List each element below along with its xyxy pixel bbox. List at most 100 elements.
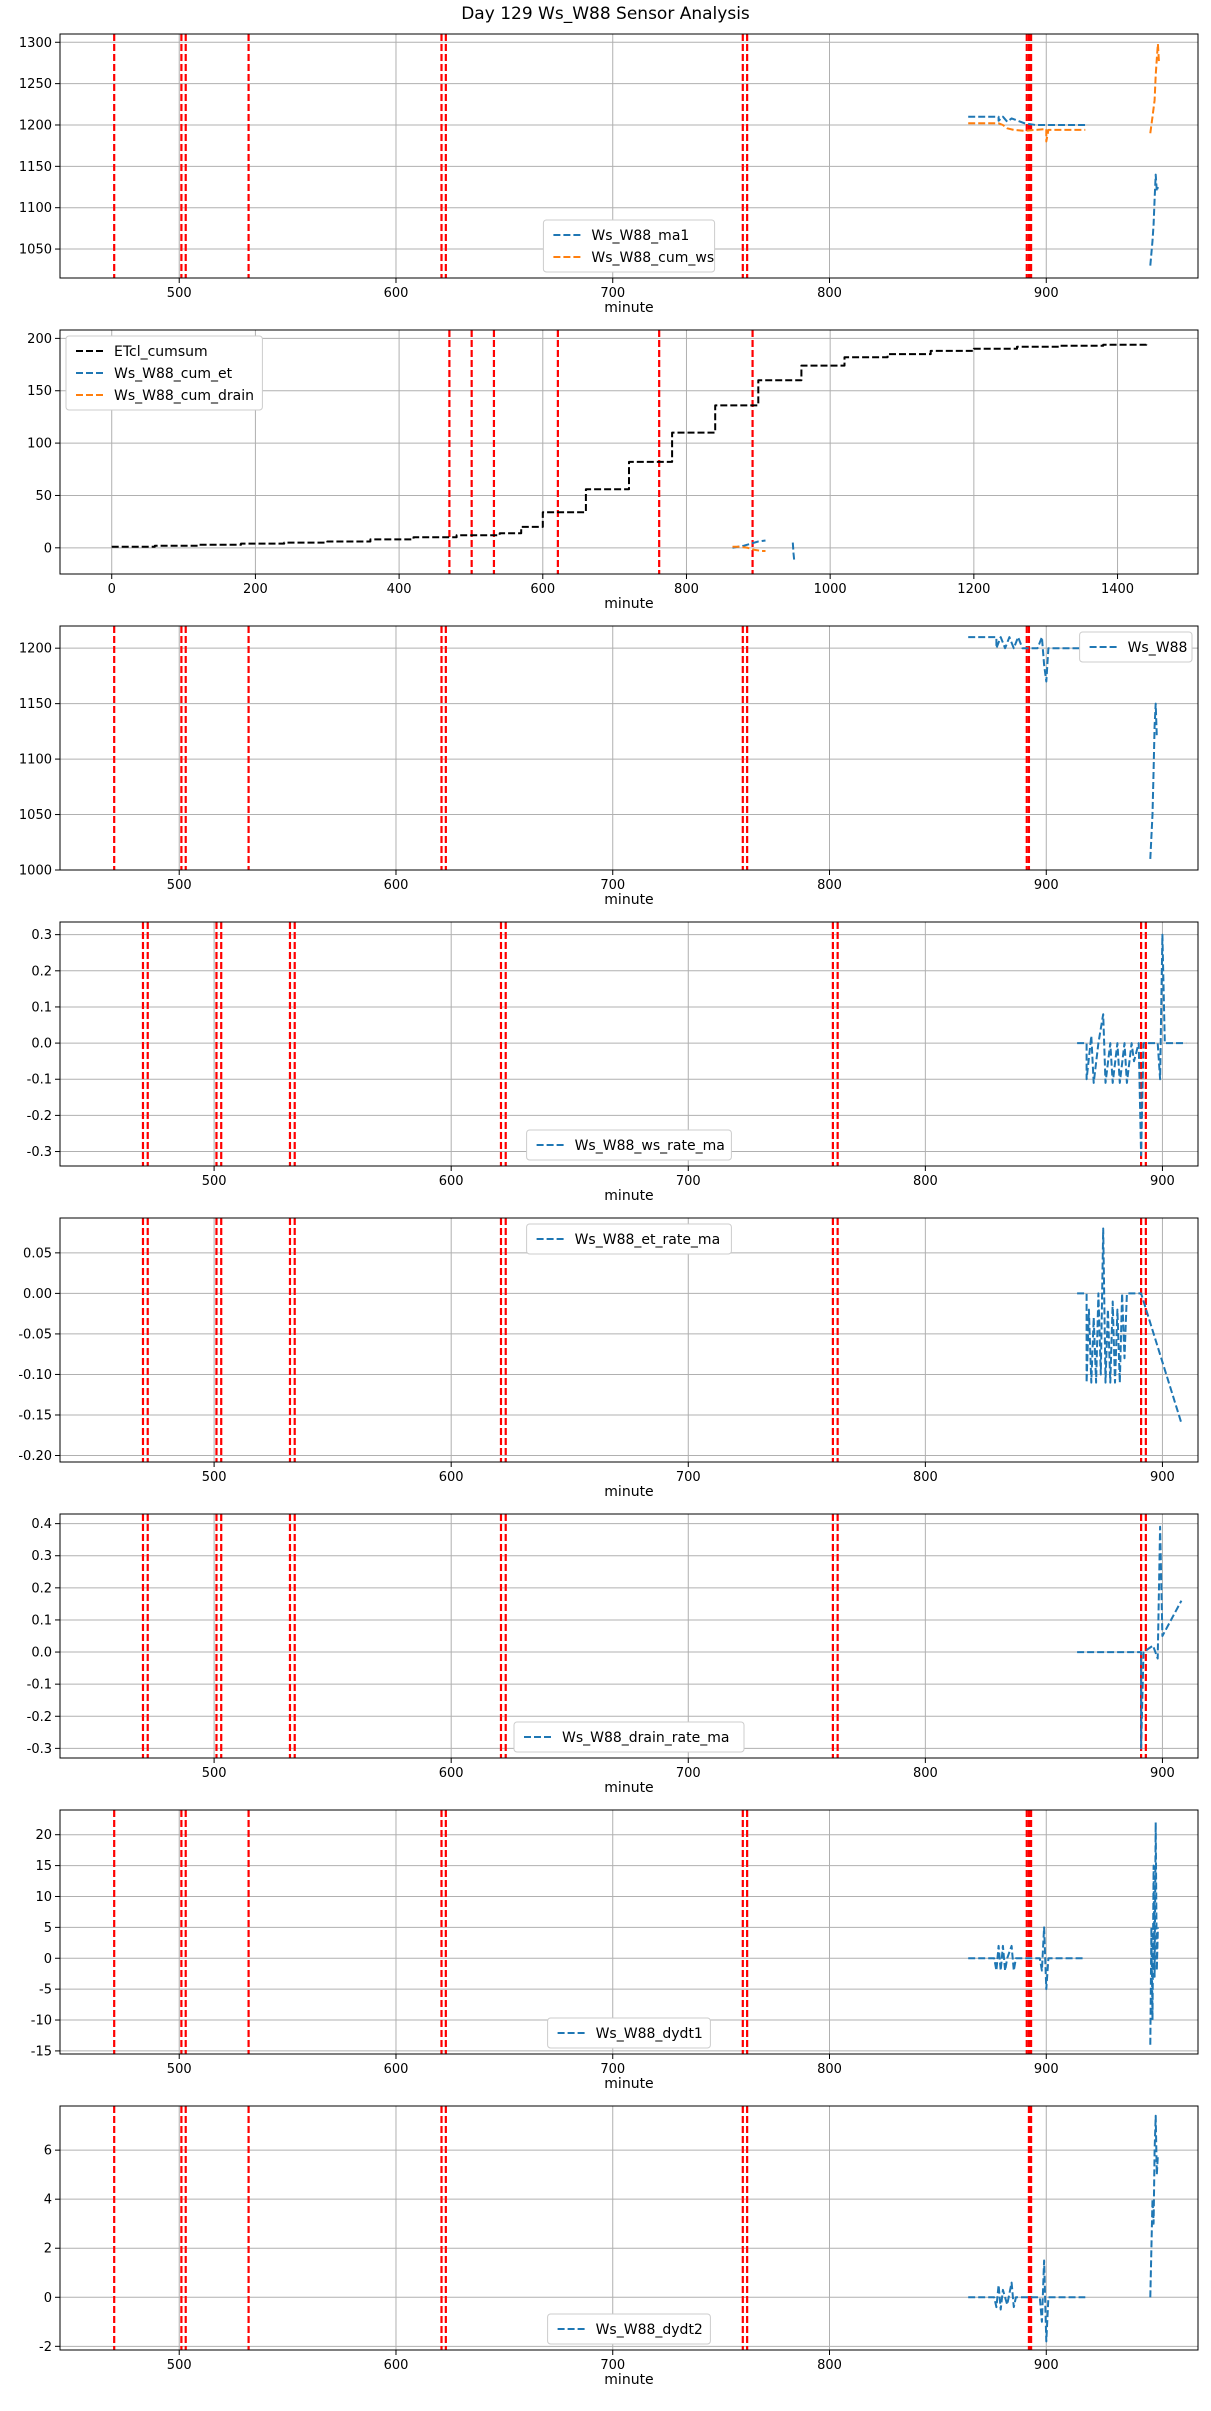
legend-entry: Ws_W88_ws_rate_ma bbox=[575, 1138, 725, 1154]
axes-frame bbox=[59, 33, 1199, 279]
y-tick-label: 0 bbox=[44, 1952, 52, 1967]
x-tick-label: 900 bbox=[1034, 2358, 1059, 2373]
y-tick-label: 15 bbox=[35, 1859, 52, 1874]
legend: Ws_W88_et_rate_ma bbox=[526, 1223, 732, 1255]
legend-frame bbox=[65, 335, 263, 411]
y-tick-label: -0.1 bbox=[27, 1073, 52, 1088]
x-tick-label: 700 bbox=[600, 2062, 625, 2077]
x-tick-label: 200 bbox=[243, 582, 268, 597]
y-tick-label: 0 bbox=[44, 2291, 52, 2306]
legend-entry: Ws_W88_cum_drain bbox=[114, 388, 254, 404]
y-tick-label: 1000 bbox=[19, 864, 52, 879]
x-axis-label: minute bbox=[604, 2076, 653, 2092]
plot-area bbox=[141, 1514, 1183, 1758]
y-tick-label: 1200 bbox=[19, 642, 52, 657]
x-tick-label: 900 bbox=[1034, 2062, 1059, 2077]
legend-entry: ETcl_cumsum bbox=[114, 344, 208, 360]
x-tick-label: 700 bbox=[600, 878, 625, 893]
x-tick-label: 700 bbox=[600, 286, 625, 301]
y-tick-label: 0.0 bbox=[31, 1646, 52, 1661]
series-line-Ws_W88_cum_ws bbox=[968, 42, 1160, 143]
legend-entry: Ws_W88_ma1 bbox=[591, 228, 689, 244]
x-tick-label: 400 bbox=[387, 582, 412, 597]
x-tick-label: 500 bbox=[167, 878, 192, 893]
x-tick-label: 600 bbox=[384, 878, 409, 893]
panel-ws-ma1-cum-ws: 500 600 700 800 900 1050 1100 1150 1200 1250 1300 m… bbox=[19, 33, 1199, 316]
series-line-Ws_W88_et_rate_ma bbox=[1077, 1227, 1183, 1424]
y-tick-label: -0.20 bbox=[18, 1449, 52, 1464]
x-tick-label: 600 bbox=[384, 2358, 409, 2373]
panel-etcl-cumsum: 0 200 400 600 800 1000 1200 1400 0 50 100 150 200 min… bbox=[27, 329, 1199, 612]
legend: ETcl_cumsum Ws_W88_cum_et Ws_W88_cum_drain bbox=[65, 335, 263, 411]
x-tick-label: 700 bbox=[676, 1470, 701, 1485]
series-line-Ws_W88_dydt1 bbox=[968, 1821, 1159, 2045]
y-tick-label: 0.2 bbox=[31, 1581, 52, 1596]
y-tick-label: -0.1 bbox=[27, 1678, 52, 1693]
x-tick-label: 600 bbox=[439, 1174, 464, 1189]
axes-frame bbox=[59, 2105, 1199, 2351]
panel-et-rate-ma: 500 600 700 800 900 -0.20 -0.15 -0.10 -0.05 0.00 0… bbox=[18, 1217, 1199, 1500]
legend-frame bbox=[526, 1223, 732, 1255]
y-tick-label: 1150 bbox=[19, 160, 52, 175]
y-tick-label: 1100 bbox=[19, 201, 52, 216]
x-tick-label: 800 bbox=[913, 1766, 938, 1781]
x-axis-label: minute bbox=[604, 596, 653, 612]
y-tick-label: 0.05 bbox=[23, 1246, 52, 1261]
plot-area bbox=[113, 626, 1158, 870]
legend: Ws_W88_ma1 Ws_W88_cum_ws bbox=[542, 219, 716, 273]
y-tick-label: -0.10 bbox=[18, 1368, 52, 1383]
y-tick-label: 0.00 bbox=[23, 1287, 52, 1302]
x-tick-label: 700 bbox=[676, 1766, 701, 1781]
legend-frame bbox=[547, 2313, 711, 2345]
x-tick-label: 900 bbox=[1150, 1174, 1175, 1189]
y-tick-label: 4 bbox=[44, 2193, 52, 2208]
y-tick-label: -0.2 bbox=[27, 1710, 52, 1725]
x-tick-label: 800 bbox=[913, 1174, 938, 1189]
legend: Ws_W88_dydt1 bbox=[547, 2017, 711, 2049]
y-tick-label: 1150 bbox=[19, 697, 52, 712]
y-tick-label: 1050 bbox=[19, 243, 52, 258]
y-tick-label: 0.2 bbox=[31, 964, 52, 979]
plot-area bbox=[113, 1810, 1159, 2054]
legend-frame bbox=[513, 1721, 745, 1753]
y-tick-label: 0.3 bbox=[31, 1549, 52, 1564]
axes-frame bbox=[59, 1513, 1199, 1759]
x-tick-label: 500 bbox=[202, 1174, 227, 1189]
y-tick-label: 5 bbox=[44, 1921, 52, 1936]
y-tick-label: -10 bbox=[31, 2014, 52, 2029]
y-tick-label: 10 bbox=[35, 1890, 52, 1905]
plot-area bbox=[141, 922, 1187, 1166]
y-tick-label: 100 bbox=[27, 437, 52, 452]
y-tick-label: 200 bbox=[27, 332, 52, 347]
plot-area bbox=[113, 34, 1160, 278]
axes-frame bbox=[59, 625, 1199, 871]
x-tick-label: 900 bbox=[1150, 1766, 1175, 1781]
y-tick-label: -0.15 bbox=[18, 1408, 52, 1423]
y-tick-label: 50 bbox=[35, 489, 52, 504]
x-tick-label: 800 bbox=[817, 2358, 842, 2373]
y-tick-label: 0.1 bbox=[31, 1613, 52, 1628]
x-tick-label: 500 bbox=[202, 1766, 227, 1781]
y-tick-label: 150 bbox=[27, 384, 52, 399]
axes-frame bbox=[59, 329, 1199, 575]
legend-frame bbox=[547, 2017, 711, 2049]
x-tick-label: 500 bbox=[167, 2358, 192, 2373]
panel-dydt1: 500 600 700 800 900 -15 -10 -5 0 5 10 15 20 minute Ws_… bbox=[31, 1809, 1199, 2092]
y-tick-label: -0.3 bbox=[27, 1145, 52, 1160]
legend: Ws_W88_drain_rate_ma bbox=[513, 1721, 745, 1753]
y-tick-label: 1200 bbox=[19, 118, 52, 133]
x-tick-label: 800 bbox=[674, 582, 699, 597]
y-tick-label: -0.05 bbox=[18, 1327, 52, 1342]
x-tick-label: 1400 bbox=[1101, 582, 1134, 597]
x-tick-label: 800 bbox=[817, 878, 842, 893]
y-tick-label: -2 bbox=[39, 2340, 52, 2355]
legend-entry: Ws_W88_dydt2 bbox=[596, 2322, 703, 2338]
x-tick-label: 0 bbox=[108, 582, 116, 597]
y-tick-label: 0.4 bbox=[31, 1517, 52, 1532]
y-tick-label: 0 bbox=[44, 541, 52, 556]
x-tick-label: 600 bbox=[384, 286, 409, 301]
x-axis-label: minute bbox=[604, 1484, 653, 1500]
y-tick-label: 1250 bbox=[19, 77, 52, 92]
x-tick-label: 1000 bbox=[814, 582, 847, 597]
